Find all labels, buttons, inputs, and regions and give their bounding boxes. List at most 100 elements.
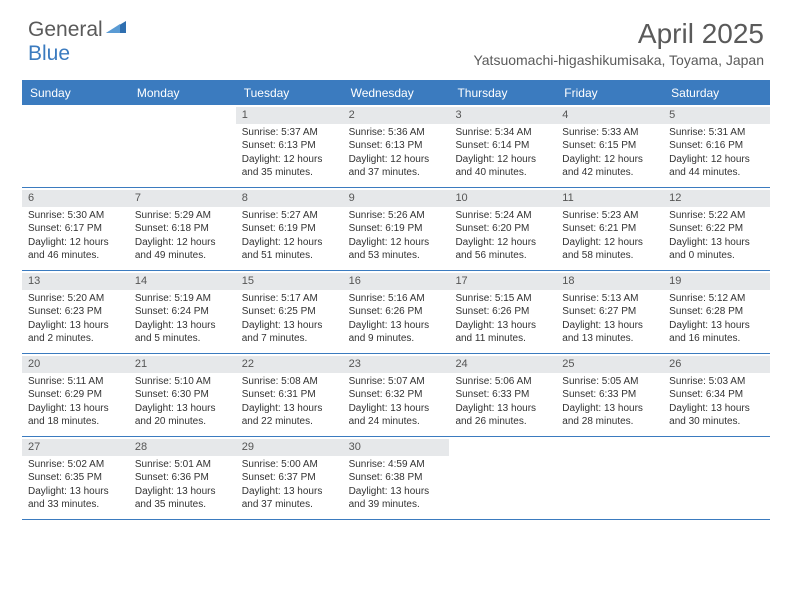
day-number: 21 <box>129 356 236 373</box>
sunrise-text: Sunrise: 5:36 AM <box>349 126 444 140</box>
sunrise-text: Sunrise: 5:29 AM <box>135 209 230 223</box>
day-cell: 30Sunrise: 4:59 AMSunset: 6:38 PMDayligh… <box>343 437 450 519</box>
week-row: 20 Sunrise: 5:11 AMSunset: 6:29 PM Dayligh… <box>22 354 770 437</box>
day-cell: 16Sunrise: 5:16 AMSunset: 6:26 PMDayligh… <box>343 271 450 353</box>
day-cell: 11Sunrise: 5:23 AMSunset: 6:21 PMDayligh… <box>556 188 663 270</box>
day-cell <box>22 105 129 187</box>
day-cell: 19Sunrise: 5:12 AMSunset: 6:28 PMDayligh… <box>663 271 770 353</box>
daylight-text: Daylight: 13 hours <box>349 485 444 499</box>
weeks-container: 1Sunrise: 5:37 AMSunset: 6:13 PMDaylight… <box>22 105 770 520</box>
week-row: 13Sunrise: 5:20 AMSunset: 6:23 PMDayligh… <box>22 271 770 354</box>
sunset-text: Sunset: 6:33 PM <box>455 388 550 402</box>
day-number: 1 <box>236 107 343 124</box>
daylight-text: Daylight: 13 hours <box>135 402 230 416</box>
weekday-header: Sunday <box>22 82 129 105</box>
daylight-text: and 56 minutes. <box>455 249 550 263</box>
day-number: 26 <box>663 356 770 373</box>
day-cell: 28Sunrise: 5:01 AMSunset: 6:36 PMDayligh… <box>129 437 236 519</box>
day-number: 8 <box>236 190 343 207</box>
sunrise-text: Sunrise: 5:05 AM <box>562 375 657 389</box>
daylight-text: Daylight: 13 hours <box>135 485 230 499</box>
sunset-text: Sunset: 6:29 PM <box>28 388 123 402</box>
day-number: 27 <box>22 439 129 456</box>
day-number: 28 <box>129 439 236 456</box>
day-number: 9 <box>343 190 450 207</box>
day-cell: 8Sunrise: 5:27 AMSunset: 6:19 PMDaylight… <box>236 188 343 270</box>
daylight-text: Daylight: 12 hours <box>242 153 337 167</box>
sunrise-text: Sunrise: 5:11 AM <box>28 375 123 389</box>
sunrise-text: Sunrise: 5:00 AM <box>242 458 337 472</box>
day-cell: 1Sunrise: 5:37 AMSunset: 6:13 PMDaylight… <box>236 105 343 187</box>
daylight-text: Daylight: 12 hours <box>455 236 550 250</box>
daylight-text: Daylight: 13 hours <box>455 402 550 416</box>
daylight-text: and 37 minutes. <box>242 498 337 512</box>
day-number: 15 <box>236 273 343 290</box>
sunset-text: Sunset: 6:18 PM <box>135 222 230 236</box>
daylight-text: Daylight: 12 hours <box>135 236 230 250</box>
daylight-text: and 5 minutes. <box>135 332 230 346</box>
daylight-text: and 35 minutes. <box>242 166 337 180</box>
daylight-text: Daylight: 13 hours <box>135 319 230 333</box>
week-row: 1Sunrise: 5:37 AMSunset: 6:13 PMDaylight… <box>22 105 770 188</box>
sunrise-text: Sunrise: 5:03 AM <box>669 375 764 389</box>
header: General April 2025 Yatsuomachi-higashiku… <box>0 0 792 72</box>
daylight-text: Daylight: 13 hours <box>562 319 657 333</box>
day-number: 30 <box>343 439 450 456</box>
sunset-text: Sunset: 6:15 PM <box>562 139 657 153</box>
daylight-text: and 20 minutes. <box>135 415 230 429</box>
daylight-text: Daylight: 13 hours <box>562 402 657 416</box>
sunrise-text: Sunrise: 5:33 AM <box>562 126 657 140</box>
day-number: 12 <box>663 190 770 207</box>
sunrise-text: Sunrise: 5:02 AM <box>28 458 123 472</box>
sunset-text: Sunset: 6:16 PM <box>669 139 764 153</box>
daylight-text: and 33 minutes. <box>28 498 123 512</box>
day-number: 29 <box>236 439 343 456</box>
daylight-text: Daylight: 13 hours <box>669 319 764 333</box>
day-number: 22 <box>236 356 343 373</box>
weekday-header: Saturday <box>663 82 770 105</box>
logo: General <box>28 18 128 42</box>
daylight-text: Daylight: 13 hours <box>28 319 123 333</box>
sunrise-text: Sunrise: 4:59 AM <box>349 458 444 472</box>
day-number: 16 <box>343 273 450 290</box>
day-cell: 24Sunrise: 5:06 AMSunset: 6:33 PMDayligh… <box>449 354 556 436</box>
logo-triangle-icon <box>106 17 126 38</box>
sunset-text: Sunset: 6:20 PM <box>455 222 550 236</box>
sunset-text: Sunset: 6:26 PM <box>455 305 550 319</box>
day-cell <box>449 437 556 519</box>
daylight-text: and 2 minutes. <box>28 332 123 346</box>
sunset-text: Sunset: 6:19 PM <box>349 222 444 236</box>
sunset-text: Sunset: 6:36 PM <box>135 471 230 485</box>
daylight-text: and 18 minutes. <box>28 415 123 429</box>
day-number: 5 <box>663 107 770 124</box>
day-number: 20 <box>22 356 129 373</box>
daylight-text: Daylight: 12 hours <box>242 236 337 250</box>
day-cell: 21Sunrise: 5:10 AMSunset: 6:30 PMDayligh… <box>129 354 236 436</box>
day-number: 6 <box>22 190 129 207</box>
weekday-header-row: Sunday Monday Tuesday Wednesday Thursday… <box>22 82 770 105</box>
sunrise-text: Sunrise: 5:23 AM <box>562 209 657 223</box>
sunrise-text: Sunrise: 5:17 AM <box>242 292 337 306</box>
daylight-text: and 9 minutes. <box>349 332 444 346</box>
weekday-header: Monday <box>129 82 236 105</box>
day-cell <box>129 105 236 187</box>
daylight-text: Daylight: 12 hours <box>562 236 657 250</box>
daylight-text: and 39 minutes. <box>349 498 444 512</box>
day-number: 13 <box>22 273 129 290</box>
daylight-text: Daylight: 13 hours <box>242 319 337 333</box>
daylight-text: Daylight: 13 hours <box>669 236 764 250</box>
sunrise-text: Sunrise: 5:31 AM <box>669 126 764 140</box>
sunset-text: Sunset: 6:28 PM <box>669 305 764 319</box>
daylight-text: and 49 minutes. <box>135 249 230 263</box>
sunrise-text: Sunrise: 5:06 AM <box>455 375 550 389</box>
day-cell: 13Sunrise: 5:20 AMSunset: 6:23 PMDayligh… <box>22 271 129 353</box>
day-number: 4 <box>556 107 663 124</box>
day-number: 11 <box>556 190 663 207</box>
daylight-text: Daylight: 13 hours <box>242 485 337 499</box>
sunrise-text: Sunrise: 5:10 AM <box>135 375 230 389</box>
sunset-text: Sunset: 6:27 PM <box>562 305 657 319</box>
sunset-text: Sunset: 6:37 PM <box>242 471 337 485</box>
day-number: 17 <box>449 273 556 290</box>
day-cell: 26Sunrise: 5:03 AMSunset: 6:34 PMDayligh… <box>663 354 770 436</box>
daylight-text: Daylight: 12 hours <box>28 236 123 250</box>
